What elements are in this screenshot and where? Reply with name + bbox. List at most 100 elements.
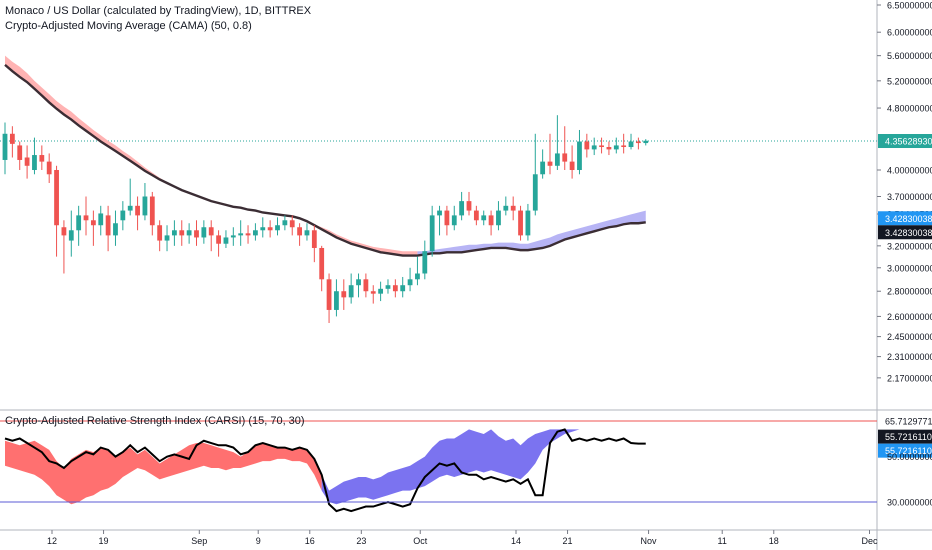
candle[interactable]	[444, 205, 450, 236]
candle[interactable]	[599, 137, 604, 154]
candle[interactable]	[90, 210, 96, 246]
candle[interactable]	[334, 279, 339, 317]
time-axis[interactable]: 12 19 Sep 9 16 23 Oct 14 21 Nov 11 18 Dec	[47, 530, 878, 546]
candle-body	[201, 227, 207, 238]
candle[interactable]	[547, 133, 553, 175]
candle[interactable]	[473, 205, 479, 226]
candle[interactable]	[429, 205, 435, 257]
candle[interactable]	[142, 182, 148, 221]
candle[interactable]	[407, 267, 413, 292]
time-tick-label: 19	[99, 536, 109, 546]
candle[interactable]	[591, 137, 597, 156]
candle[interactable]	[179, 220, 185, 246]
candle[interactable]	[17, 141, 23, 171]
candle[interactable]	[643, 139, 649, 146]
candle[interactable]	[68, 210, 74, 257]
candle[interactable]	[356, 273, 361, 298]
candle[interactable]	[267, 220, 273, 238]
candle[interactable]	[422, 240, 428, 280]
candle[interactable]	[76, 205, 82, 246]
candle[interactable]	[562, 126, 568, 171]
candle[interactable]	[171, 220, 177, 246]
candle-body	[459, 201, 465, 216]
candle[interactable]	[201, 220, 207, 244]
candle[interactable]	[628, 133, 634, 150]
candle[interactable]	[24, 145, 30, 179]
candle[interactable]	[46, 153, 52, 183]
candle[interactable]	[326, 273, 332, 324]
candle[interactable]	[157, 220, 163, 252]
candle[interactable]	[621, 133, 627, 154]
candle[interactable]	[120, 201, 126, 231]
candle[interactable]	[400, 276, 406, 298]
candle[interactable]	[61, 220, 67, 274]
candle[interactable]	[451, 205, 457, 231]
candle[interactable]	[2, 122, 8, 175]
candle[interactable]	[437, 205, 442, 236]
candle-body	[444, 210, 450, 226]
candle[interactable]	[488, 210, 494, 236]
candle[interactable]	[194, 220, 199, 246]
candle[interactable]	[223, 230, 229, 248]
candle[interactable]	[83, 196, 89, 236]
candle[interactable]	[216, 230, 221, 257]
candle-body	[24, 157, 30, 166]
candle[interactable]	[415, 256, 420, 286]
candle[interactable]	[39, 145, 45, 171]
price-axis[interactable]: 6.50000000 6.00000000 5.60000000 5.20000000…	[877, 1, 932, 508]
candle[interactable]	[32, 137, 37, 175]
candle[interactable]	[613, 137, 619, 154]
candle[interactable]	[297, 223, 302, 246]
candle[interactable]	[459, 191, 465, 221]
candle[interactable]	[319, 245, 325, 292]
candle[interactable]	[238, 220, 244, 246]
candle[interactable]	[518, 205, 523, 241]
candle[interactable]	[113, 210, 118, 246]
candle[interactable]	[370, 285, 376, 304]
candle[interactable]	[378, 281, 384, 302]
candle[interactable]	[311, 225, 317, 263]
candle[interactable]	[577, 129, 582, 175]
candle[interactable]	[348, 273, 354, 304]
candle[interactable]	[282, 215, 288, 231]
candle[interactable]	[289, 215, 295, 236]
candle[interactable]	[304, 223, 310, 241]
candle[interactable]	[260, 217, 266, 238]
candle[interactable]	[584, 133, 590, 158]
candle[interactable]	[341, 279, 347, 310]
candlestick-series[interactable]	[2, 115, 649, 324]
candle-body	[628, 141, 634, 148]
candle[interactable]	[275, 217, 280, 236]
candle[interactable]	[98, 205, 104, 236]
candle[interactable]	[363, 273, 369, 298]
candle[interactable]	[245, 225, 251, 244]
candle[interactable]	[385, 279, 391, 294]
candle[interactable]	[253, 223, 258, 241]
candle[interactable]	[481, 210, 487, 226]
candle[interactable]	[135, 196, 140, 231]
candle[interactable]	[149, 191, 155, 236]
candle[interactable]	[466, 191, 472, 216]
candle[interactable]	[54, 165, 59, 257]
candle[interactable]	[569, 145, 575, 179]
candle[interactable]	[554, 115, 560, 171]
candle[interactable]	[510, 196, 516, 221]
candle[interactable]	[164, 225, 170, 252]
candle[interactable]	[208, 220, 214, 252]
price-tick-label: 5.20000000	[887, 76, 932, 86]
candle[interactable]	[606, 141, 612, 156]
candle[interactable]	[496, 201, 501, 231]
candle[interactable]	[532, 133, 538, 216]
candle[interactable]	[186, 223, 192, 244]
candle[interactable]	[127, 178, 133, 216]
candle[interactable]	[635, 137, 641, 150]
candle[interactable]	[392, 279, 398, 298]
candle[interactable]	[503, 196, 509, 216]
candle[interactable]	[230, 227, 236, 246]
candle[interactable]	[525, 203, 531, 241]
candle[interactable]	[540, 149, 546, 179]
candle[interactable]	[9, 126, 15, 158]
candle[interactable]	[105, 205, 111, 252]
candle-body	[356, 279, 361, 286]
